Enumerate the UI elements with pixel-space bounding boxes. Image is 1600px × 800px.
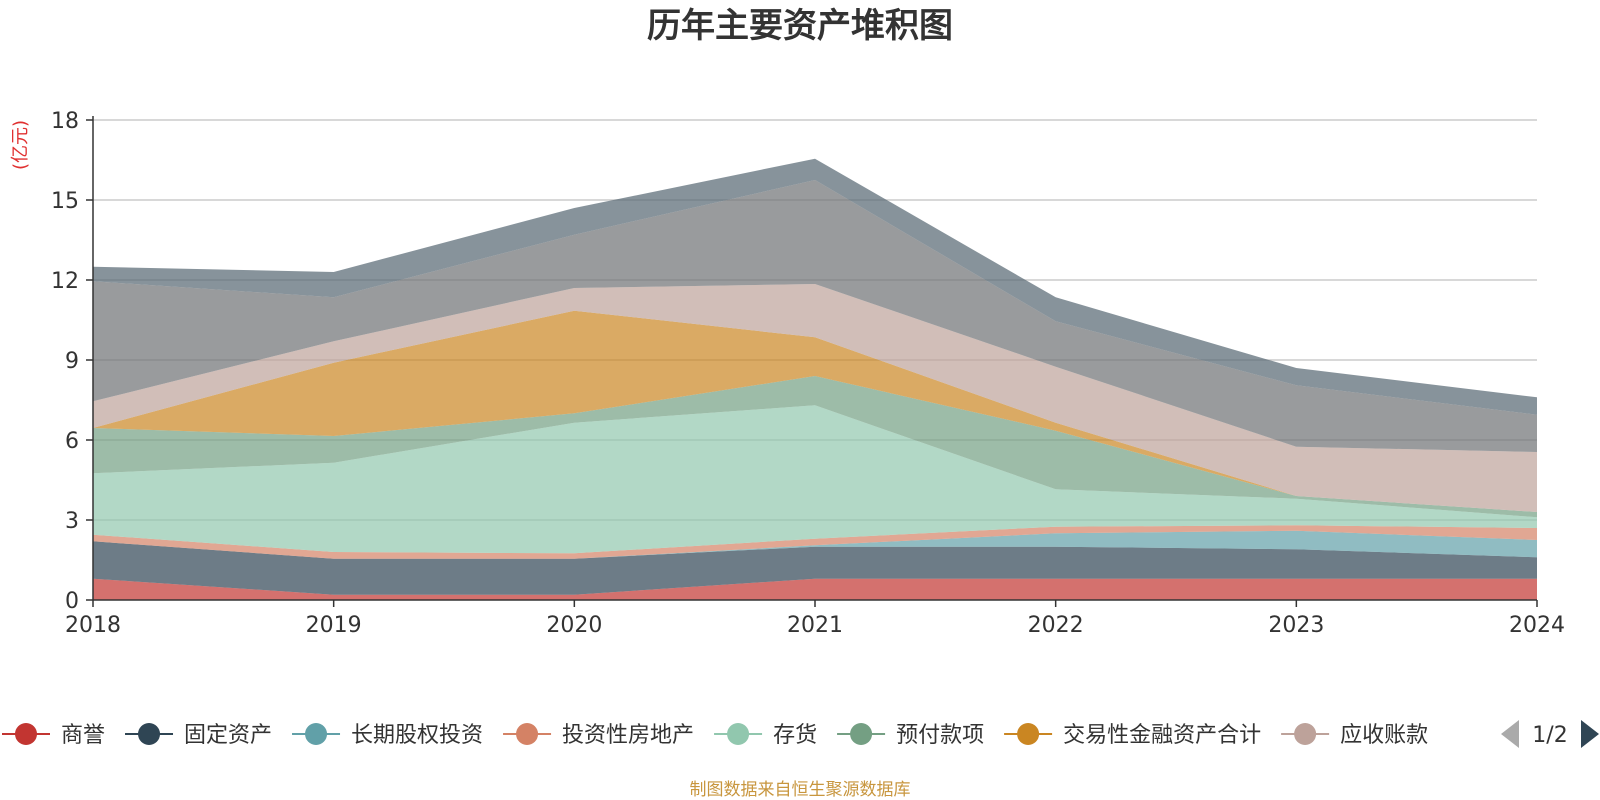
legend-marker	[15, 723, 37, 745]
x-tick-label: 2021	[787, 613, 843, 638]
legend-label: 交易性金融资产合计	[1063, 723, 1261, 748]
legend-item-3[interactable]: 投资性房地产	[503, 723, 694, 748]
x-tick-label: 2018	[65, 613, 121, 638]
legend-item-5[interactable]: 预付款项	[837, 723, 984, 748]
area-series-6	[93, 310, 1537, 512]
legend-pager: 1/2	[1501, 720, 1599, 748]
y-tick-label: 18	[51, 109, 79, 134]
legend-page-indicator: 1/2	[1532, 723, 1567, 748]
legend-marker	[1294, 723, 1317, 745]
data-source-footer: 制图数据来自恒生聚源数据库	[690, 780, 911, 800]
legend-item-0[interactable]: 商誉	[2, 723, 105, 748]
legend-label: 固定资产	[184, 723, 272, 748]
area-series-1	[93, 541, 1537, 595]
area-series-7	[93, 284, 1537, 512]
x-tick-label: 2024	[1509, 613, 1565, 638]
legend-label: 预付款项	[896, 723, 984, 748]
y-axis-unit-label: (亿元)	[10, 120, 31, 170]
legend-label: 存货	[773, 723, 817, 748]
area-series-3	[93, 525, 1537, 559]
chart-title: 历年主要资产堆积图	[647, 6, 953, 46]
y-tick-label: 12	[51, 269, 79, 294]
legend-label: 商誉	[61, 723, 105, 748]
y-tick-label: 6	[65, 429, 79, 454]
legend-item-2[interactable]: 长期股权投资	[292, 723, 483, 748]
area-series-9	[93, 158, 1537, 415]
legend-label: 投资性房地产	[562, 723, 694, 748]
legend-marker	[1017, 723, 1040, 745]
legend-item-1[interactable]: 固定资产	[125, 723, 272, 748]
area-series-group	[93, 158, 1537, 600]
x-tick-label: 2020	[546, 613, 602, 638]
y-tick-label: 3	[65, 509, 79, 534]
area-series-4	[93, 405, 1537, 554]
x-tick-label: 2019	[306, 613, 362, 638]
legend-item-7[interactable]: 应收账款	[1281, 723, 1428, 748]
y-axis-ticks: 0 3 6 9 12 15 18	[51, 109, 93, 614]
legend-item-6[interactable]: 交易性金融资产合计	[1004, 723, 1261, 748]
legend-label: 应收账款	[1340, 723, 1428, 748]
legend-next-arrow-icon[interactable]	[1581, 720, 1599, 748]
legend-marker	[727, 723, 750, 745]
x-tick-label: 2023	[1268, 613, 1324, 638]
legend-prev-arrow-icon[interactable]	[1501, 720, 1519, 748]
legend-marker	[138, 723, 161, 745]
area-series-8	[93, 180, 1537, 452]
x-axis-ticks: 2018 2019 2020 2021 2022 2023 2024	[65, 600, 1565, 638]
legend-item-4[interactable]: 存货	[714, 723, 817, 748]
area-series-5	[93, 376, 1537, 518]
legend-marker	[516, 723, 539, 745]
legend: 商誉 固定资产 长期股权投资 投资性房地产 存货 预付款项 交易性金融资产合计 应收账款	[2, 723, 1428, 748]
y-tick-label: 9	[65, 349, 79, 374]
area-series-0	[93, 578, 1537, 600]
legend-marker	[305, 723, 328, 745]
legend-marker	[850, 723, 873, 745]
legend-label: 长期股权投资	[351, 723, 483, 748]
y-tick-label: 15	[51, 189, 79, 214]
y-tick-label: 0	[65, 589, 79, 614]
area-series-2	[93, 530, 1537, 559]
x-tick-label: 2022	[1028, 613, 1084, 638]
